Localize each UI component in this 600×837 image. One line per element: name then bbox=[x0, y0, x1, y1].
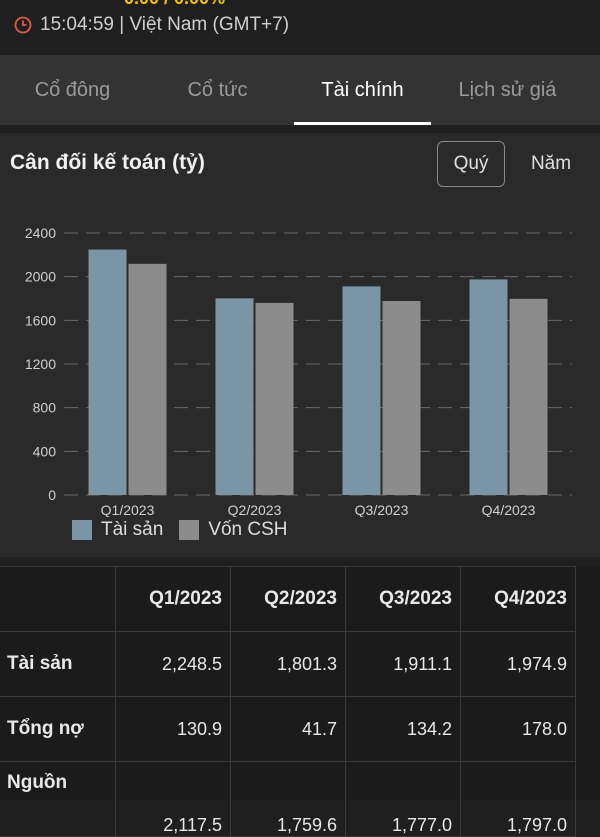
y-tick-label: 1600 bbox=[25, 312, 56, 328]
table-row: Nguồn 2,117.5 1,759.6 1,777.0 1,797.0 bbox=[0, 761, 576, 837]
clock-icon bbox=[14, 16, 32, 34]
bar-assets bbox=[342, 286, 381, 495]
y-tick-label: 2400 bbox=[25, 225, 56, 241]
table-header-q3: Q3/2023 bbox=[345, 566, 461, 632]
y-tick-label: 800 bbox=[33, 400, 57, 416]
market-time-row: 15:04:59 | Việt Nam (GMT+7) bbox=[14, 14, 289, 36]
bar-chart: 0 400 800 1200 1600 2000 2400 Q1/2023 Q2/2023 Q3/… bbox=[25, 225, 572, 517]
legend-item-assets[interactable]: Tài sản bbox=[72, 519, 163, 541]
top-bar: 0.00 / 0.00% 15:04:59 | Việt Nam (GMT+7) bbox=[0, 0, 600, 52]
section-header: Cân đối kế toán (tỷ) Quý Năm bbox=[0, 133, 600, 197]
bar-assets bbox=[469, 279, 508, 495]
chart-legend: Tài sản Vốn CSH bbox=[72, 519, 304, 541]
table-header-q4: Q4/2023 bbox=[460, 566, 576, 632]
legend-item-equity[interactable]: Vốn CSH bbox=[179, 519, 288, 541]
table-cell: 2,248.5 bbox=[115, 631, 231, 697]
table-cell: 178.0 bbox=[460, 696, 576, 762]
bar-equity bbox=[509, 298, 548, 495]
bar-assets bbox=[88, 249, 127, 495]
table-header-blank bbox=[0, 566, 116, 632]
price-change: 0.00 / 0.00% bbox=[124, 0, 225, 9]
table-cell: 1,777.0 bbox=[345, 761, 461, 837]
tab-price-history[interactable]: Lịch sử giá bbox=[435, 55, 580, 125]
y-tick-label: 2000 bbox=[25, 269, 56, 285]
table-cell: 1,801.3 bbox=[230, 631, 346, 697]
tab-label: Tài chính bbox=[321, 78, 404, 101]
legend-swatch-equity bbox=[179, 520, 200, 540]
tab-bar: Cổ đông Cổ tức Tài chính Lịch sử giá bbox=[0, 55, 600, 125]
legend-label-assets: Tài sản bbox=[101, 519, 164, 540]
table-cell: 1,974.9 bbox=[460, 631, 576, 697]
table-row: Tài sản 2,248.5 1,801.3 1,911.1 1,974.9 bbox=[0, 631, 576, 697]
y-tick-label: 400 bbox=[33, 443, 57, 459]
table-cell: 1,911.1 bbox=[345, 631, 461, 697]
table-row: Tổng nợ 130.9 41.7 134.2 178.0 bbox=[0, 696, 576, 762]
x-tick-label: Q4/2023 bbox=[482, 502, 536, 517]
balance-sheet-chart: 0 400 800 1200 1600 2000 2400 Q1/2023 Q2/2023 Q3/… bbox=[0, 197, 600, 557]
legend-label-equity: Vốn CSH bbox=[208, 519, 288, 540]
tab-label: Cổ đông bbox=[34, 78, 111, 101]
y-tick-label: 0 bbox=[48, 487, 56, 503]
tab-dividends[interactable]: Cổ tức bbox=[145, 55, 290, 125]
table-header-q2: Q2/2023 bbox=[230, 566, 346, 632]
table-header-q1: Q1/2023 bbox=[115, 566, 231, 632]
balance-table: Q1/2023 Q2/2023 Q3/2023 Q4/2023 Tài sản … bbox=[0, 566, 576, 837]
table-cell: 134.2 bbox=[345, 696, 461, 762]
tab-financials[interactable]: Tài chính bbox=[290, 55, 435, 125]
quarter-toggle[interactable]: Quý bbox=[437, 141, 505, 187]
x-tick-label: Q1/2023 bbox=[101, 502, 155, 517]
row-label-assets: Tài sản bbox=[0, 631, 116, 697]
tab-label: Cổ tức bbox=[187, 78, 248, 101]
row-label-liabilities: Tổng nợ bbox=[0, 696, 116, 762]
x-tick-label: Q3/2023 bbox=[355, 502, 409, 517]
x-tick-label: Q2/2023 bbox=[228, 502, 282, 517]
legend-swatch-assets bbox=[72, 520, 92, 540]
tab-label: Lịch sử giá bbox=[458, 78, 557, 101]
table-cell: 1,797.0 bbox=[460, 761, 576, 837]
section-title: Cân đối kế toán (tỷ) bbox=[10, 151, 205, 174]
balance-table-container: Q1/2023 Q2/2023 Q3/2023 Q4/2023 Tài sản … bbox=[0, 566, 600, 837]
market-time: 15:04:59 | Việt Nam (GMT+7) bbox=[40, 14, 290, 35]
table-cell: 2,117.5 bbox=[115, 761, 231, 837]
y-tick-label: 1200 bbox=[25, 356, 56, 372]
bar-equity bbox=[128, 263, 167, 495]
row-label-equity: Nguồn bbox=[0, 761, 116, 837]
table-cell: 1,759.6 bbox=[230, 761, 346, 837]
table-header-row: Q1/2023 Q2/2023 Q3/2023 Q4/2023 bbox=[0, 566, 576, 632]
tab-shareholders[interactable]: Cổ đông bbox=[0, 55, 145, 125]
bar-equity bbox=[255, 302, 294, 495]
table-cell: 130.9 bbox=[115, 696, 231, 762]
table-cell: 41.7 bbox=[230, 696, 346, 762]
bar-equity bbox=[382, 301, 421, 495]
year-toggle[interactable]: Năm bbox=[530, 153, 572, 174]
bar-assets bbox=[215, 298, 254, 495]
